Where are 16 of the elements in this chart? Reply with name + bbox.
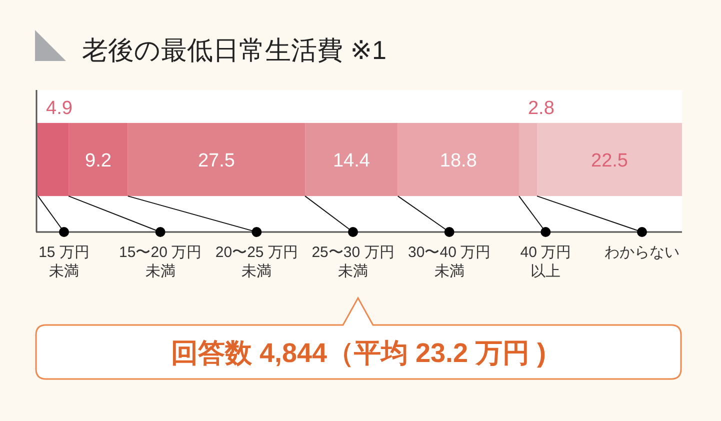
data-label: 14.4 bbox=[332, 150, 370, 172]
series-name: 20〜25 万円未満 bbox=[215, 244, 298, 280]
data-label: 9.2 bbox=[85, 150, 112, 172]
series-name: 15〜20 万円未満 bbox=[119, 244, 202, 280]
series-name: 30〜40 万円未満 bbox=[408, 244, 491, 280]
series-name: 40 万円以上 bbox=[520, 244, 572, 280]
series-name: 15 万円未満 bbox=[38, 244, 90, 280]
data-label: 27.5 bbox=[198, 150, 235, 172]
data-label: 2.8 bbox=[528, 98, 554, 119]
data-label: 4.9 bbox=[46, 98, 72, 119]
series-name: 25〜30 万円未満 bbox=[312, 244, 394, 280]
data-label: 22.5 bbox=[591, 150, 628, 172]
annotation: 回答数 4,844（平均 23.2 万円 ) bbox=[170, 338, 546, 368]
data-label: 18.8 bbox=[440, 150, 477, 172]
title: 老後の最低日常生活費 ※1 bbox=[82, 35, 386, 65]
series-name: わからない bbox=[604, 244, 680, 261]
